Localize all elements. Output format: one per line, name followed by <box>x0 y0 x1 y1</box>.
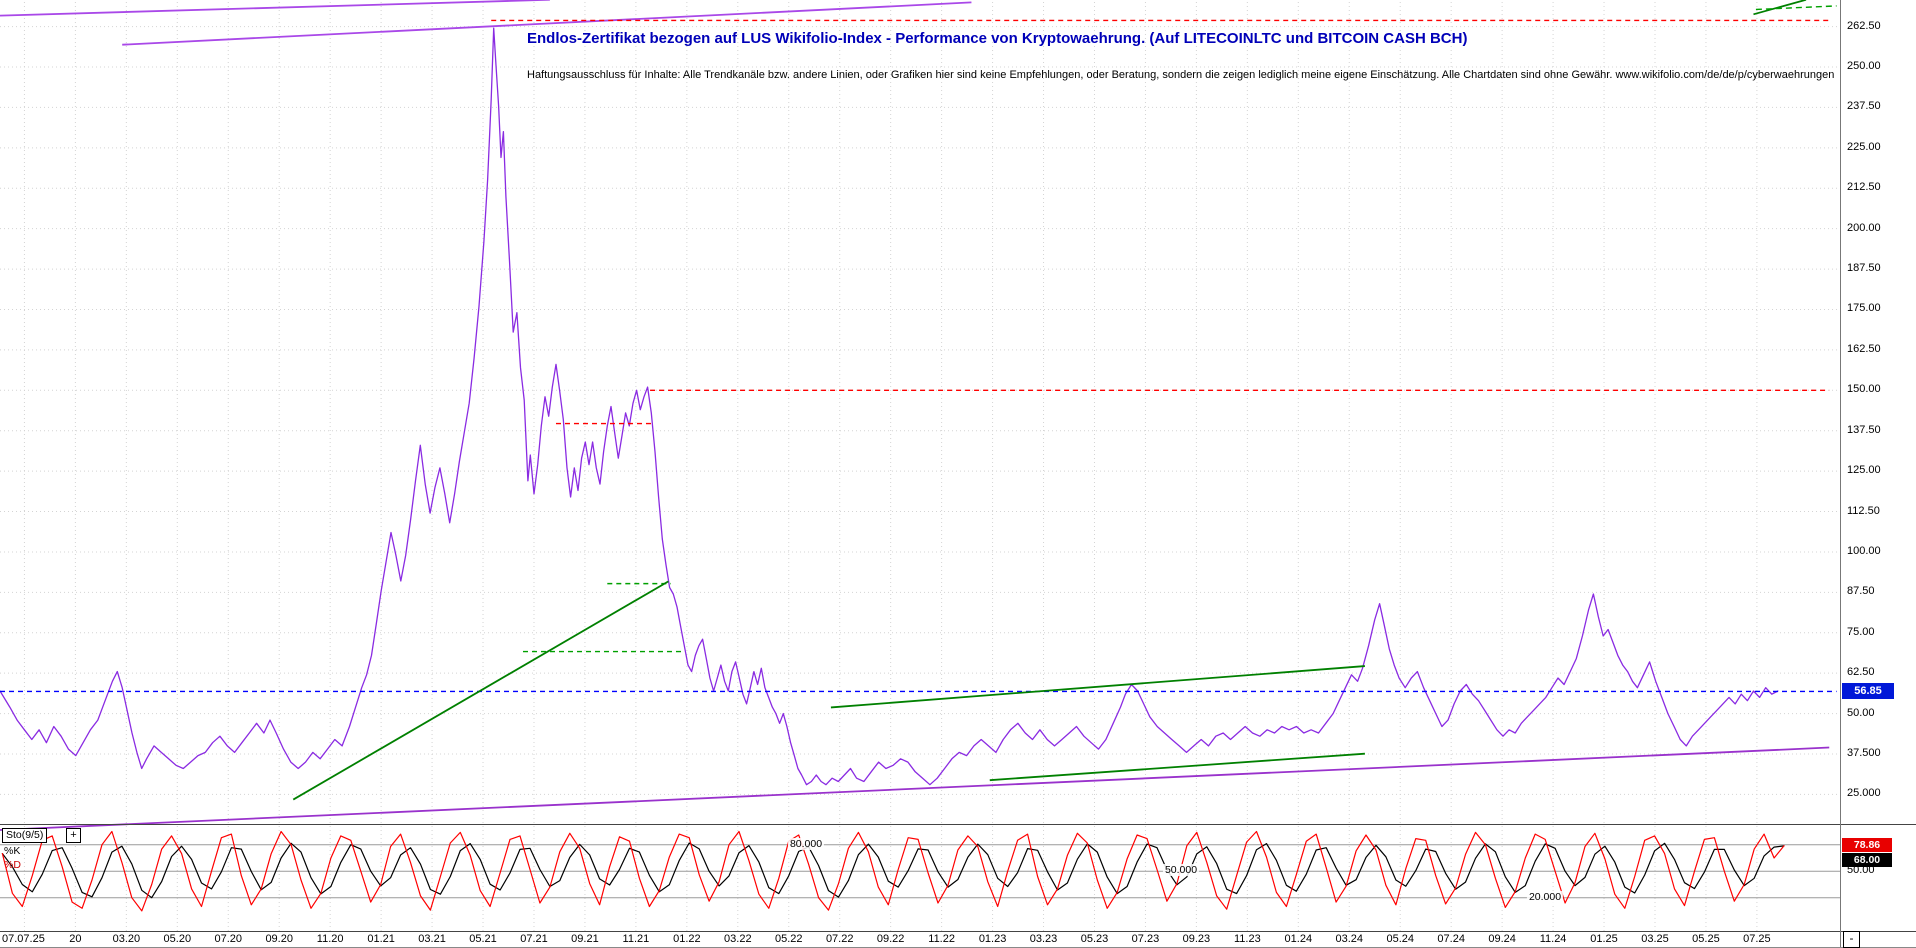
price-axis-label: 212.50 <box>1847 181 1881 194</box>
date-axis-label: 03.20 <box>112 933 141 945</box>
date-axis-label: 03.24 <box>1335 933 1364 945</box>
date-axis-label: 05.20 <box>163 933 192 945</box>
stochastic-level-label: 50.000 <box>1162 864 1200 877</box>
date-axis-label: 01.24 <box>1284 933 1313 945</box>
stochastic-d-value-badge: 68.00 <box>1842 853 1892 867</box>
top-right-green-line[interactable] <box>1753 0 1807 16</box>
price-axis-label: 237.50 <box>1847 100 1881 113</box>
price-axis-label: 62.50 <box>1847 666 1875 679</box>
stochastic-level-label: 20.000 <box>1526 890 1564 903</box>
price-axis-label: 137.50 <box>1847 423 1881 436</box>
date-axis-label: 03.22 <box>724 933 752 945</box>
price-axis-label: 100.00 <box>1847 544 1881 557</box>
date-axis-label: 11.20 <box>316 933 344 945</box>
stochastic-mid-level-value: 50.00 <box>1847 864 1875 876</box>
price-axis-label: 262.50 <box>1847 19 1881 32</box>
date-axis-label: 05.21 <box>469 933 497 945</box>
date-axis-label: 01.23 <box>978 933 1007 945</box>
indicator-collapse-button[interactable]: - <box>1843 931 1860 948</box>
top-right-green-dash[interactable] <box>1755 5 1837 11</box>
date-axis-label: 01.22 <box>673 933 701 945</box>
date-axis-label: 01.21 <box>367 933 395 945</box>
long-term-support[interactable] <box>0 746 1830 831</box>
green-trend-2022-2024[interactable] <box>830 665 1365 709</box>
date-axis-label: 05.24 <box>1386 933 1414 945</box>
price-axis-label: 125.00 <box>1847 464 1881 477</box>
price-axis-label: 50.00 <box>1847 706 1875 719</box>
price-axis-label: 25.000 <box>1847 787 1881 800</box>
date-axis-label: 20 <box>69 933 82 945</box>
price-axis-label: 200.00 <box>1847 221 1881 234</box>
date-axis-label: 09.20 <box>265 933 293 945</box>
current-price-badge: 56.85 <box>1842 683 1894 699</box>
date-axis-label: 07.24 <box>1437 933 1465 945</box>
date-axis-label: 03.21 <box>418 933 446 945</box>
date-axis-label: 07.20 <box>214 933 243 945</box>
date-axis-label: 09.22 <box>876 933 905 945</box>
date-axis-label: 05.25 <box>1692 933 1720 945</box>
chart-disclaimer: Haftungsausschluss für Inhalte: Alle Tre… <box>527 69 1835 81</box>
date-axis-label: 09.21 <box>571 933 599 945</box>
stochastic-k-line <box>1 830 1785 912</box>
indicator-name-box[interactable]: Sto(9/5) <box>2 828 48 843</box>
stochastic-k-value-badge: 78.86 <box>1842 838 1892 852</box>
date-axis-label: 03.25 <box>1641 933 1669 945</box>
date-axis-label: 07.21 <box>520 933 548 945</box>
price-axis-label: 175.00 <box>1847 302 1881 315</box>
price-axis-label: 225.00 <box>1847 140 1881 153</box>
price-axis-label: 187.50 <box>1847 262 1881 275</box>
date-axis-label: 07.23 <box>1131 933 1160 945</box>
stochastic-k-label: %K <box>4 845 21 857</box>
date-axis-label: 01.25 <box>1590 933 1618 945</box>
date-axis-label: 11.21 <box>622 933 650 945</box>
price-series-line <box>0 27 1779 786</box>
price-axis-label: 75.00 <box>1847 625 1875 638</box>
date-axis-label: 09.23 <box>1182 933 1211 945</box>
date-axis-label: 05.23 <box>1080 933 1109 945</box>
price-axis-label: 162.50 <box>1847 342 1881 355</box>
stochastic-d-label: %D <box>4 859 21 871</box>
indicator-expand-button[interactable]: + <box>66 828 81 843</box>
chart-title: Endlos-Zertifikat bezogen auf LUS Wikifo… <box>527 30 1468 47</box>
date-axis-label: 07.22 <box>825 933 854 945</box>
price-axis-label: 37.500 <box>1847 746 1881 759</box>
price-axis-label: 87.50 <box>1847 585 1875 598</box>
date-axis-label: 03.23 <box>1029 933 1058 945</box>
date-axis-label: 11.23 <box>1233 933 1261 945</box>
date-axis-label: 09.24 <box>1488 933 1516 945</box>
date-axis-label: 11.24 <box>1539 933 1567 945</box>
date-axis-label: 07.07.25 <box>2 933 45 945</box>
date-axis-label: 07.25 <box>1743 933 1771 945</box>
upper-channel-line-2[interactable] <box>0 0 550 17</box>
green-trend-2020-2021[interactable] <box>292 580 669 801</box>
price-axis-label: 250.00 <box>1847 60 1881 72</box>
price-axis-label: 112.50 <box>1847 504 1880 517</box>
green-support-2023[interactable] <box>989 752 1365 782</box>
date-axis-label: 05.22 <box>774 933 803 945</box>
date-axis-label: 11.22 <box>928 933 955 945</box>
stochastic-d-line <box>1 842 1785 899</box>
price-axis-label: 150.00 <box>1847 383 1881 396</box>
stochastic-level-label: 80.000 <box>787 837 825 850</box>
